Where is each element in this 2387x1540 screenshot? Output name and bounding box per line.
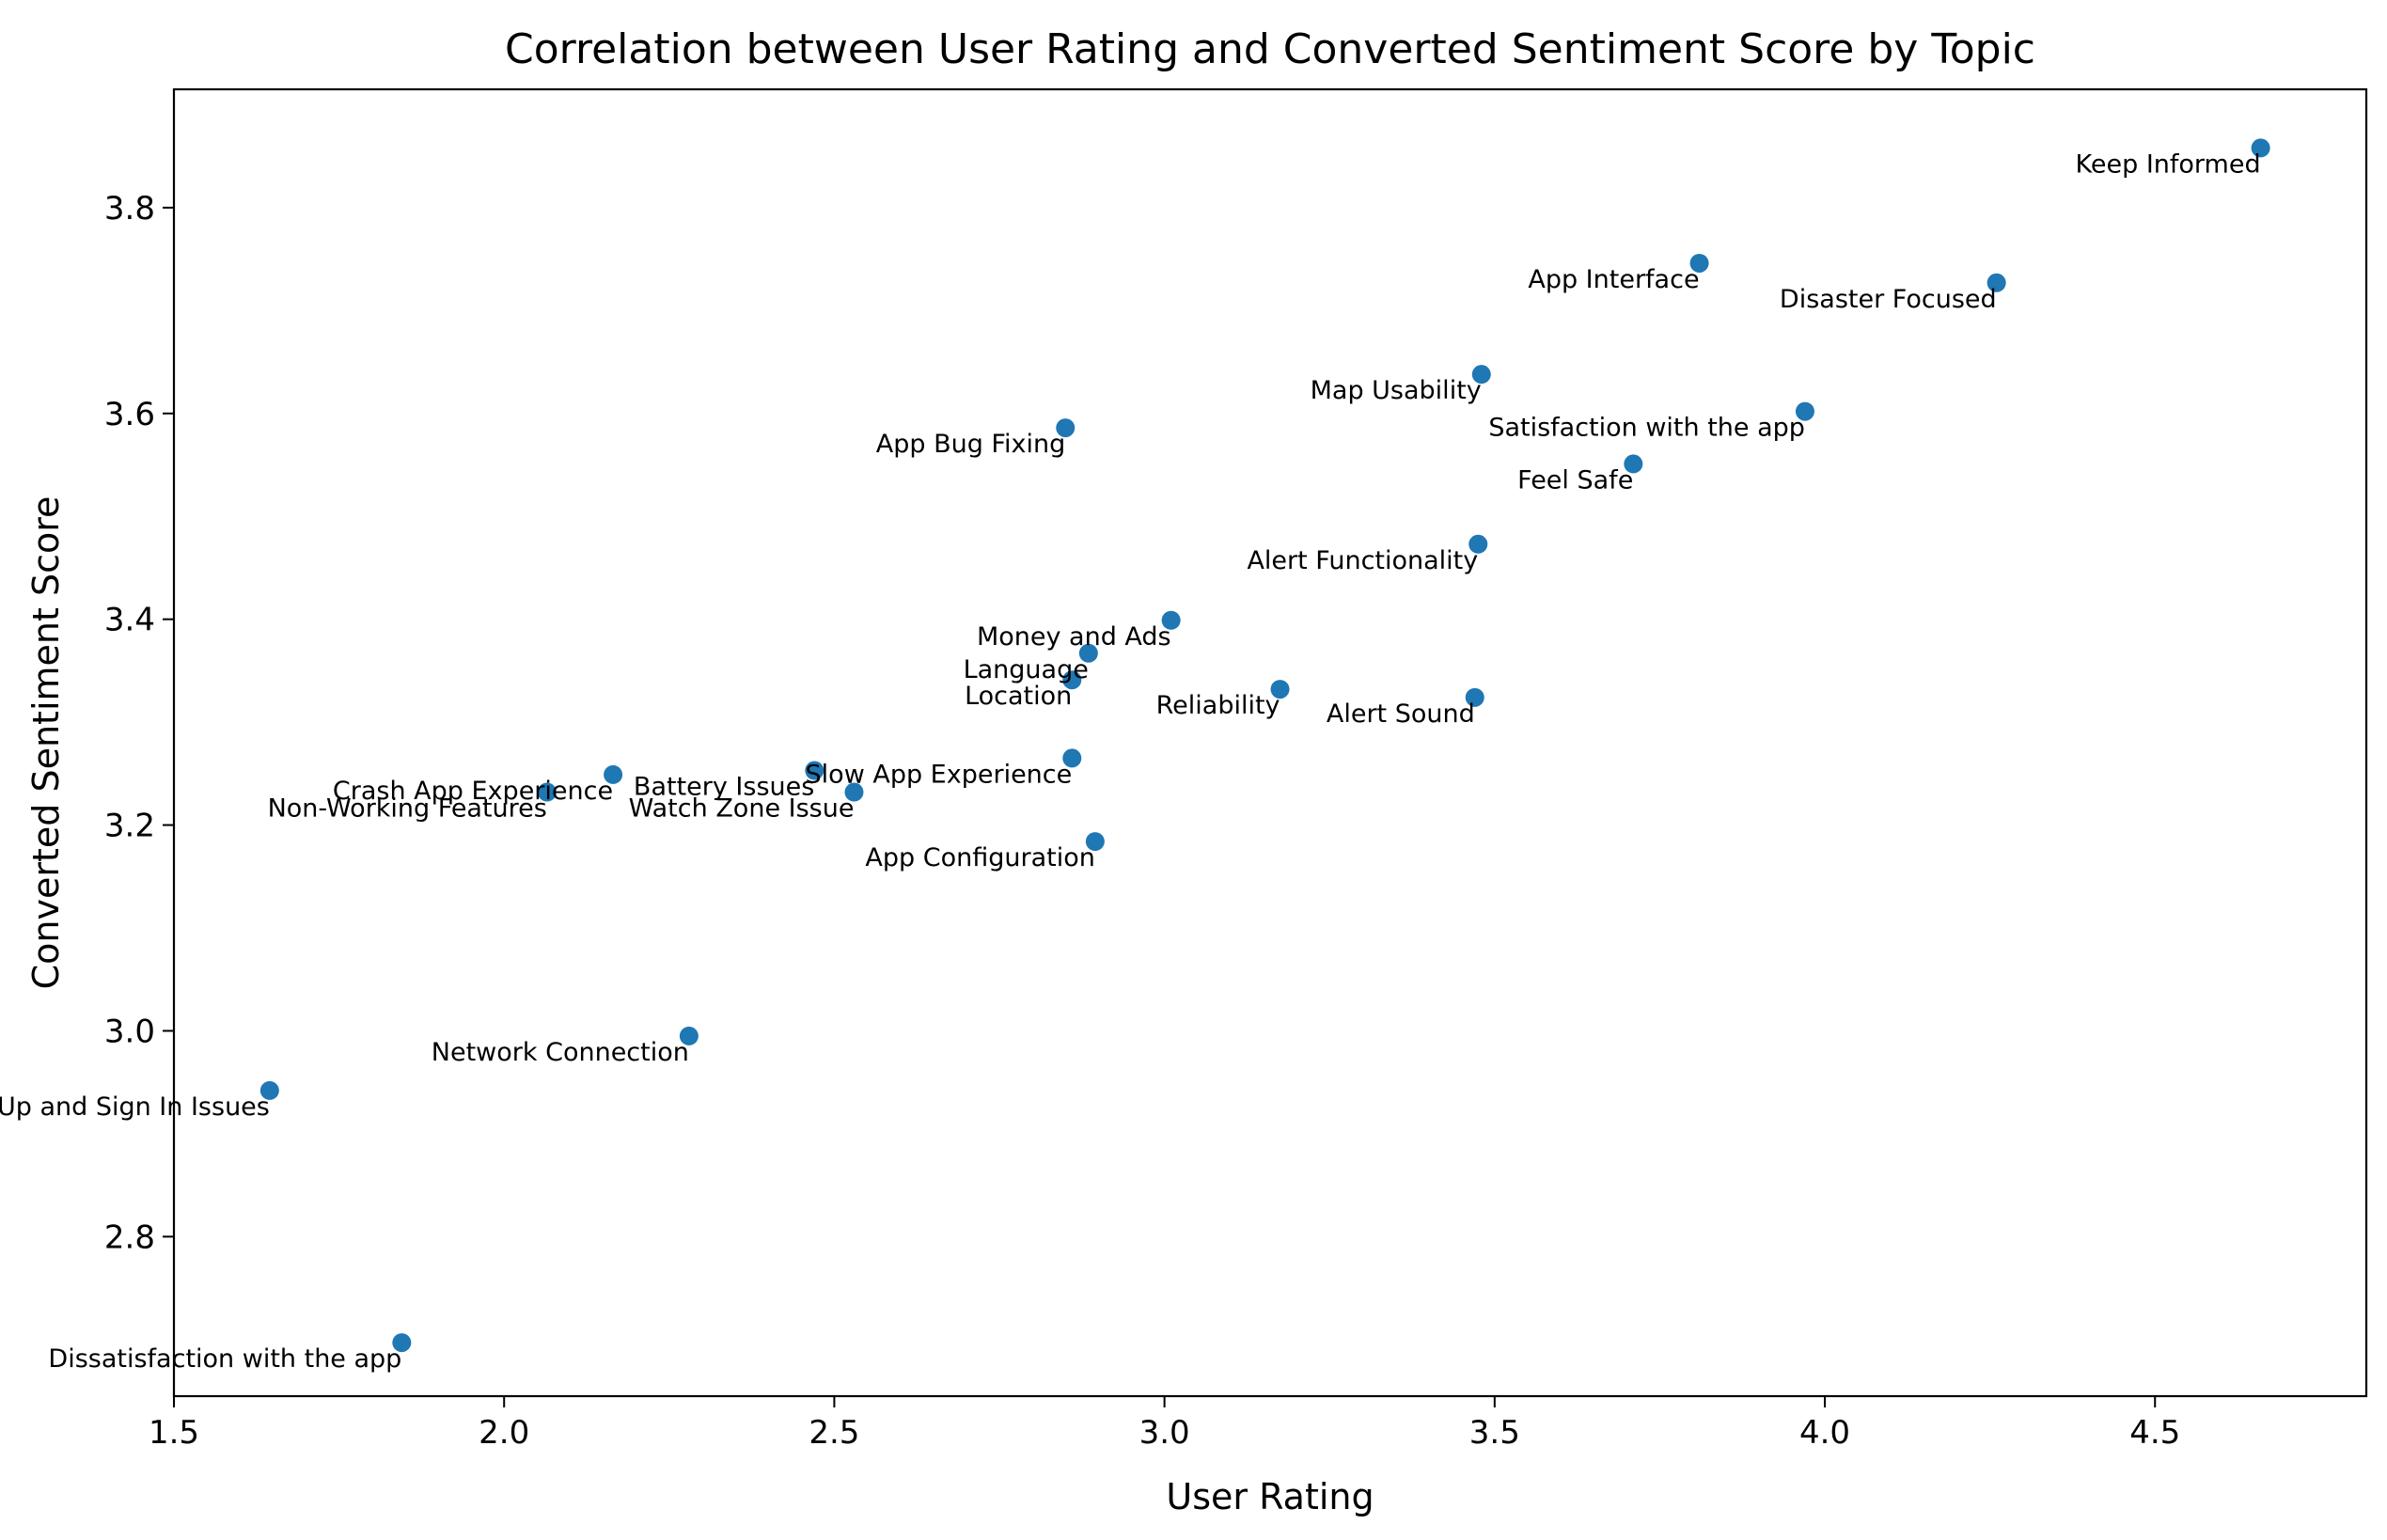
y-tick-label: 2.8 [104, 1218, 155, 1256]
point-label: Sign Up and Sign In Issues [0, 1092, 270, 1122]
point-label: Disaster Focused [1780, 285, 1997, 314]
y-tick-label: 3.0 [104, 1013, 155, 1050]
point-label: Non-Working Features [268, 794, 547, 824]
point-label: Battery Issues [634, 773, 814, 802]
scatter-point [1624, 454, 1643, 474]
x-tick-label: 2.0 [479, 1414, 529, 1452]
scatter-point [1078, 643, 1098, 663]
point-label: Alert Sound [1327, 699, 1475, 729]
x-axis-label: User Rating [1166, 1476, 1374, 1517]
point-label: Location [965, 682, 1072, 711]
plot-area: Keep Informed App Interface Disaster Focus… [0, 138, 2270, 1374]
scatter-point [1987, 273, 2006, 292]
y-tick-label: 3.6 [104, 396, 155, 433]
y-axis-label: Converted Sentiment Score [25, 496, 67, 990]
point-label: Keep Informed [2076, 149, 2261, 179]
point-label: App Configuration [865, 843, 1094, 872]
point-label: App Interface [1528, 265, 1699, 294]
scatter-point [1465, 687, 1484, 707]
point-label: App Bug Fixing [876, 430, 1066, 459]
point-label: Dissatisfaction with the app [48, 1344, 401, 1374]
plot-frame [172, 87, 2368, 1398]
scatter-point [679, 1026, 699, 1045]
point-label: Watch Zone Issue [629, 794, 855, 824]
x-tick-label: 4.0 [1799, 1414, 1850, 1452]
scatter-point [1062, 670, 1082, 690]
point-label: Money and Ads [977, 622, 1171, 652]
chart-title: Correlation between User Rating and Conv… [505, 25, 2035, 73]
scatter-point [2251, 138, 2270, 158]
y-axis: 2.8 3.0 3.2 3.4 3.6 3.8 [104, 190, 174, 1256]
scatter-point [1085, 832, 1105, 852]
x-tick-label: 3.5 [1469, 1414, 1520, 1452]
scatter-point [259, 1080, 279, 1100]
point-label: Map Usability [1311, 376, 1482, 405]
point-label: Slow App Experience [806, 760, 1073, 789]
point-label: Crash App Experience [333, 777, 613, 806]
scatter-point [805, 761, 824, 780]
point-label: Language [964, 655, 1089, 684]
point-label: Satisfaction with the app [1488, 414, 1805, 443]
point-label: Reliability [1156, 691, 1280, 720]
x-tick-label: 1.5 [149, 1414, 199, 1452]
y-tick-label: 3.8 [104, 190, 155, 228]
scatter-point [1062, 748, 1082, 768]
point-label: Alert Functionality [1247, 546, 1478, 575]
x-tick-label: 2.5 [809, 1414, 859, 1452]
point-label: Network Connection [432, 1038, 689, 1067]
point-label: Feel Safe [1517, 465, 1633, 495]
scatter-point [1161, 610, 1181, 630]
scatter-point [1689, 253, 1709, 273]
scatter-point [1471, 365, 1491, 385]
scatter-point [844, 782, 864, 802]
scatter-point [1795, 401, 1814, 421]
scatter-point [392, 1333, 412, 1353]
scatter-point [1270, 680, 1290, 699]
x-tick-label: 3.0 [1139, 1414, 1190, 1452]
x-axis: 1.5 2.0 2.5 3.0 3.5 4.0 4.5 [149, 1396, 2180, 1452]
scatter-point [1056, 418, 1076, 438]
y-tick-label: 3.2 [104, 808, 155, 845]
x-tick-label: 4.5 [2129, 1414, 2180, 1452]
scatter-point [604, 764, 623, 784]
scatter-point [1468, 534, 1488, 554]
scatter-point [537, 782, 557, 802]
y-tick-label: 3.4 [104, 602, 155, 639]
